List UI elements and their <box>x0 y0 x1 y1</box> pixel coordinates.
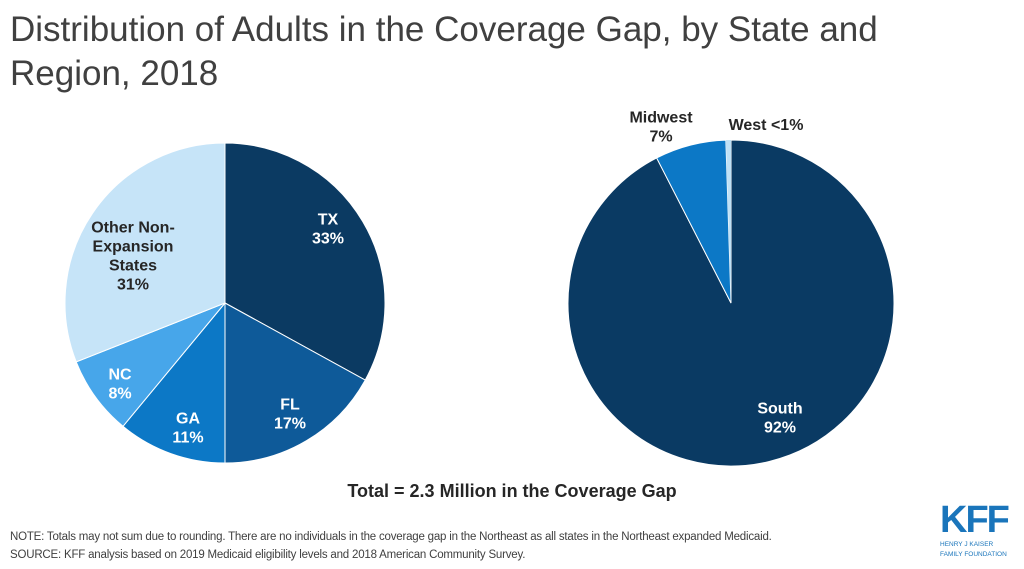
chart-title: Distribution of Adults in the Coverage G… <box>10 10 878 93</box>
logo-text: KFF <box>940 499 1010 541</box>
kff-logo: KFF HENRY J KAISER FAMILY FOUNDATION <box>940 500 1020 560</box>
slice-label-tx: TX 33% <box>312 212 344 248</box>
slice-label-west: West <1% <box>729 117 804 134</box>
pie-slice-other-non-expansion-states <box>64 142 226 363</box>
pie-slice-midwest <box>655 139 732 304</box>
source-text: SOURCE: KFF analysis based on 2019 Medic… <box>10 549 526 561</box>
logo-line2: FAMILY FOUNDATION <box>940 551 1007 558</box>
note-text: NOTE: Totals may not sum due to rounding… <box>10 531 772 543</box>
pie-slice-ga <box>122 301 226 464</box>
slice-label-south: South 92% <box>757 401 802 437</box>
slice-label-other-non-expansion-states: Other Non-Expansion States 31% <box>91 220 175 294</box>
logo-line1: HENRY J KAISER <box>940 541 994 548</box>
slice-label-fl: FL 17% <box>274 397 306 433</box>
slice-label-midwest: Midwest 7% <box>629 110 693 146</box>
slice-label-nc: NC 8% <box>108 367 132 403</box>
footnote: NOTE: Totals may not sum due to rounding… <box>10 528 925 564</box>
pie-slice-tx <box>224 142 386 381</box>
pie-slice-west <box>725 140 731 303</box>
slice-label-ga: GA 11% <box>172 411 203 447</box>
pie-slice-fl <box>224 302 366 464</box>
total-label: Total = 2.3 Million in the Coverage Gap <box>347 481 677 501</box>
